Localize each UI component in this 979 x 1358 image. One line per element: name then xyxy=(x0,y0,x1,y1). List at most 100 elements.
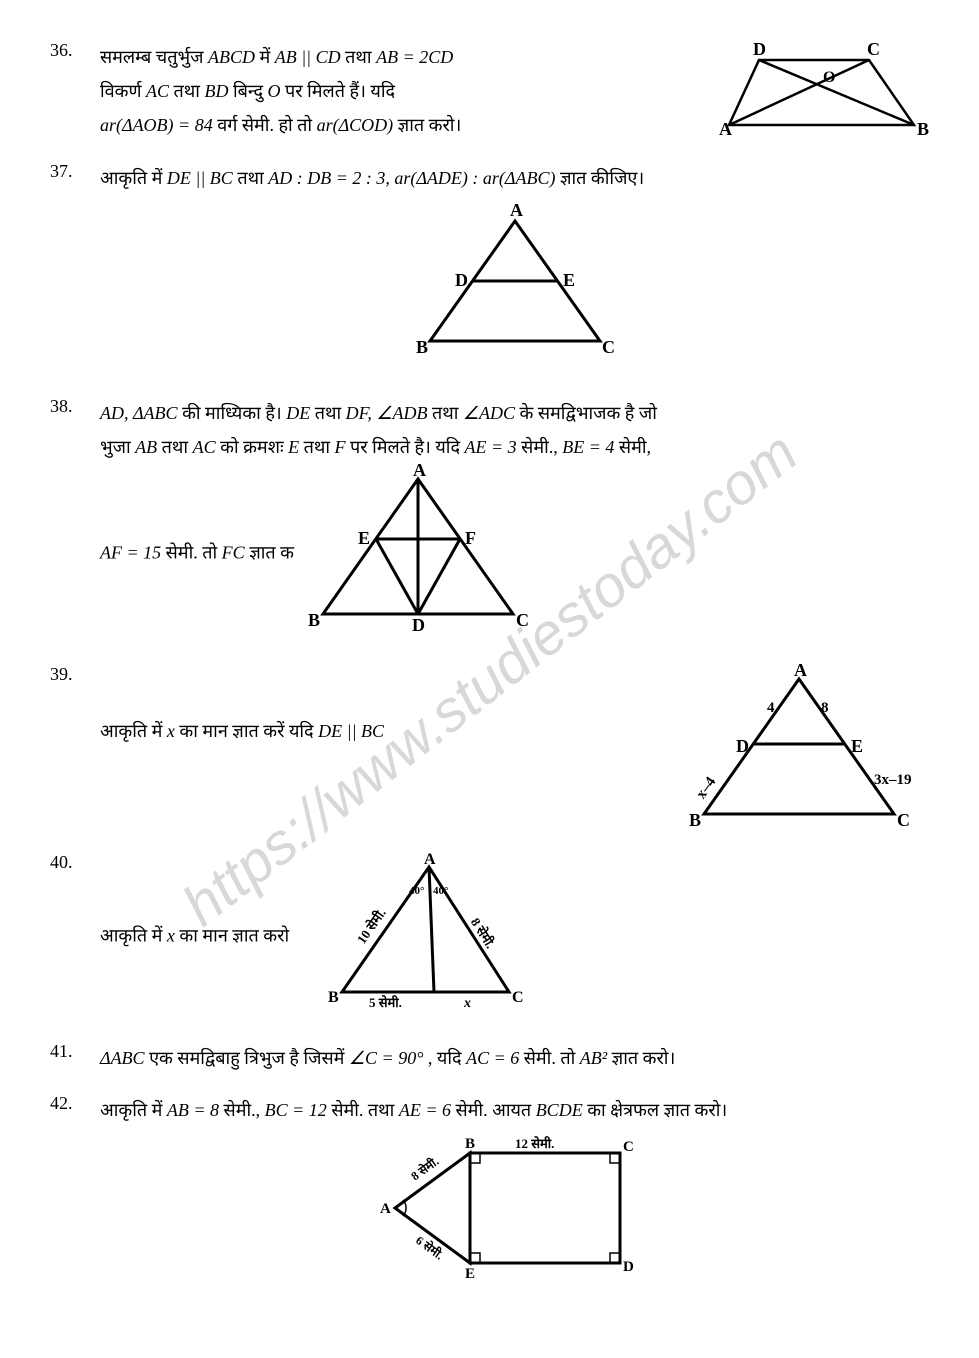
question-41: 41. ΔABC एक समद्विबाहु त्रिभुज है जिसमें… xyxy=(50,1041,929,1075)
math: AB xyxy=(135,437,157,457)
math: FC xyxy=(222,543,245,563)
text: वर्ग सेमी. हो तो xyxy=(217,115,316,135)
text: ज्ञात करो। xyxy=(398,115,462,135)
math: AC = 6 xyxy=(466,1048,519,1068)
math: BCDE xyxy=(536,1100,583,1120)
text: तथा xyxy=(315,403,346,423)
question-39: 39. A D E B C 4 8 x–4 3x–19 आकृति में x … xyxy=(50,664,929,834)
math: AB = 2CD xyxy=(376,47,453,67)
math: AB² xyxy=(580,1048,607,1068)
svg-text:C: C xyxy=(623,1139,634,1155)
math: DF, ∠ADB xyxy=(346,403,428,423)
text: सेमी, xyxy=(619,437,651,457)
text: सेमी. आयत xyxy=(455,1100,535,1120)
qbody: ΔABC एक समद्विबाहु त्रिभुज है जिसमें ∠C … xyxy=(100,1041,929,1075)
fig-37: A D E B C xyxy=(400,201,630,361)
fig-40: A B C 10 सेमी. 8 सेमी. 40° 40° 5 सेमी. x xyxy=(314,852,544,1012)
qnum: 39. xyxy=(50,664,100,685)
svg-text:40°: 40° xyxy=(409,885,424,897)
svg-text:D: D xyxy=(412,615,425,634)
math: AD, ΔABC xyxy=(100,403,178,423)
math: E xyxy=(288,437,299,457)
qbody: आकृति में DE || BC तथा AD : DB = 2 : 3, … xyxy=(100,161,929,378)
svg-text:E: E xyxy=(851,736,863,756)
qbody: AD, ΔABC की माध्यिका है। DE तथा DF, ∠ADB… xyxy=(100,396,929,646)
fig-38: A E F B D C xyxy=(298,464,538,634)
svg-text:B: B xyxy=(308,610,320,630)
text: , यदि xyxy=(428,1048,466,1068)
question-36: 36. D C O A B समलम्ब चतुर्भुज ABCD में A… xyxy=(50,40,929,143)
math: AD : DB = 2 : 3, ar(ΔADE) : ar(ΔABC) xyxy=(268,168,555,188)
svg-text:10 सेमी.: 10 सेमी. xyxy=(353,905,388,946)
math: AC xyxy=(146,81,169,101)
math: BC = 12 xyxy=(265,1100,327,1120)
math: DE || BC xyxy=(167,168,233,188)
qnum: 42. xyxy=(50,1093,100,1114)
question-37: 37. आकृति में DE || BC तथा AD : DB = 2 :… xyxy=(50,161,929,378)
text: के समद्विभाजक है जो xyxy=(520,403,657,423)
math: DE || BC xyxy=(318,721,384,741)
text: तथा xyxy=(174,81,205,101)
svg-text:12 सेमी.: 12 सेमी. xyxy=(515,1136,554,1151)
svg-text:D: D xyxy=(753,40,766,59)
text: आकृति में xyxy=(100,168,167,188)
text: सेमी., xyxy=(521,437,562,457)
text: की माध्यिका है। xyxy=(182,403,286,423)
qnum: 38. xyxy=(50,396,100,417)
text: में xyxy=(259,47,274,67)
text: तथा xyxy=(432,403,463,423)
text: सेमी., xyxy=(224,1100,265,1120)
text: पर मिलते हैं। यदि xyxy=(285,81,395,101)
math: AE = 3 xyxy=(465,437,517,457)
math: AC xyxy=(193,437,216,457)
svg-text:A: A xyxy=(380,1201,391,1217)
qnum: 40. xyxy=(50,852,100,873)
text: का क्षेत्रफल ज्ञात करो। xyxy=(587,1100,727,1120)
qnum: 36. xyxy=(50,40,100,61)
math: BE = 4 xyxy=(562,437,614,457)
math: ∠ADC xyxy=(463,403,515,423)
math: ΔABC xyxy=(100,1048,145,1068)
text: सेमी. तो xyxy=(166,543,222,563)
text: तथा xyxy=(304,437,335,457)
math: AF = 15 xyxy=(100,543,161,563)
math: AE = 6 xyxy=(399,1100,451,1120)
svg-text:O: O xyxy=(823,69,835,86)
math: ar(ΔAOB) = 84 xyxy=(100,115,213,135)
svg-text:B: B xyxy=(917,119,929,139)
svg-text:40°: 40° xyxy=(433,885,448,897)
qbody: D C O A B समलम्ब चतुर्भुज ABCD में AB ||… xyxy=(100,40,929,143)
svg-text:4: 4 xyxy=(767,700,775,716)
text: सेमी. तो xyxy=(524,1048,580,1068)
svg-text:3x–19: 3x–19 xyxy=(874,772,912,788)
svg-text:D: D xyxy=(455,270,468,290)
svg-text:C: C xyxy=(512,989,524,1006)
svg-text:5 सेमी.: 5 सेमी. xyxy=(369,995,402,1010)
text: भुजा xyxy=(100,437,135,457)
text: तथा xyxy=(162,437,193,457)
text: का मान ज्ञात करो xyxy=(179,925,289,945)
text: एक समद्विबाहु त्रिभुज है जिसमें xyxy=(149,1048,349,1068)
text: तथा xyxy=(345,47,376,67)
svg-text:C: C xyxy=(516,610,529,630)
text: सेमी. तथा xyxy=(331,1100,399,1120)
text: ज्ञात कीजिए। xyxy=(560,168,644,188)
svg-text:B: B xyxy=(689,810,701,830)
math: ABCD xyxy=(208,47,255,67)
svg-text:C: C xyxy=(602,337,615,357)
math: DE xyxy=(286,403,310,423)
text: का मान ज्ञात करें यदि xyxy=(179,721,318,741)
svg-text:A: A xyxy=(424,852,436,868)
text: ज्ञात करो। xyxy=(612,1048,676,1068)
text: आकृति में xyxy=(100,925,167,945)
svg-text:x: x xyxy=(463,996,471,1011)
text: आकृति में xyxy=(100,1100,167,1120)
svg-text:F: F xyxy=(465,528,476,548)
text: ज्ञात क xyxy=(249,543,294,563)
svg-text:A: A xyxy=(510,201,523,220)
text: पर मिलते है। यदि xyxy=(350,437,465,457)
content: 36. D C O A B समलम्ब चतुर्भुज ABCD में A… xyxy=(50,40,929,1300)
question-38: 38. AD, ΔABC की माध्यिका है। DE तथा DF, … xyxy=(50,396,929,646)
question-42: 42. आकृति में AB = 8 सेमी., BC = 12 सेमी… xyxy=(50,1093,929,1300)
math: BD xyxy=(204,81,228,101)
